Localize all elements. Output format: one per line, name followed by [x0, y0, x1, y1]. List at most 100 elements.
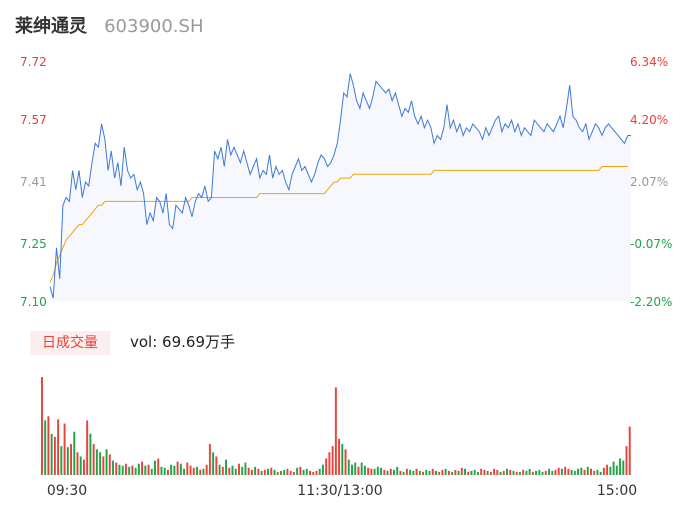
volume-bars — [41, 377, 631, 476]
volume-bar — [105, 449, 108, 476]
volume-bar — [318, 468, 321, 475]
volume-bar — [464, 468, 467, 475]
volume-bar — [250, 469, 253, 476]
volume-bar — [338, 438, 341, 475]
volume-bar — [431, 468, 434, 475]
volume-bar — [286, 468, 289, 475]
volume-readout: vol: 69.69万手 — [130, 333, 235, 351]
volume-bar — [309, 470, 311, 475]
volume-bar — [166, 469, 169, 476]
volume-bar — [60, 446, 63, 475]
time-tick-label: 09:30 — [47, 483, 87, 499]
volume-bar — [454, 469, 457, 476]
volume-bar — [476, 471, 479, 475]
volume-bar — [480, 468, 483, 475]
volume-bar — [131, 465, 134, 475]
volume-bar — [428, 470, 431, 475]
volume-bar — [467, 471, 470, 475]
volume-bar — [199, 469, 202, 476]
volume-bar — [41, 377, 43, 475]
volume-bar — [79, 456, 82, 475]
volume-bar — [351, 464, 353, 475]
volume-bar — [144, 465, 147, 475]
volume-bar — [331, 446, 334, 475]
volume-bar — [212, 452, 215, 475]
volume-bar — [535, 470, 538, 475]
volume-bar — [118, 464, 121, 475]
volume-bar — [238, 463, 240, 475]
volume-bar — [622, 460, 625, 475]
volume-bar — [112, 460, 114, 475]
volume-bar — [189, 465, 192, 475]
volume-bar — [435, 470, 437, 475]
volume-bar — [422, 471, 425, 475]
volume-bar — [192, 467, 195, 475]
volume-bar — [47, 416, 50, 475]
volume-bar — [522, 469, 525, 476]
volume-bar — [548, 468, 550, 475]
volume-bar — [438, 471, 441, 475]
percent-axis-labels: 6.34% 4.20% 2.07% -0.07% -2.20% — [630, 55, 672, 309]
volume-bar — [554, 469, 557, 476]
volume-bar — [279, 470, 282, 475]
volume-badge[interactable]: 日成交量 — [30, 331, 110, 355]
volume-bar — [163, 467, 166, 475]
volume-bar — [577, 468, 580, 475]
volume-bar — [386, 470, 389, 475]
volume-bar — [228, 467, 231, 475]
volume-bar — [196, 466, 198, 475]
volume-bar — [92, 444, 95, 475]
volume-bar — [315, 470, 318, 475]
volume-bar — [399, 470, 402, 475]
stock-name: 莱绅通灵 — [15, 16, 87, 37]
volume-bar — [625, 446, 628, 475]
volume-bar — [263, 469, 266, 476]
volume-bar — [89, 433, 92, 475]
volume-bar — [170, 464, 173, 475]
volume-bar — [580, 467, 583, 475]
percent-tick-label: -2.20% — [630, 295, 672, 309]
volume-bar — [506, 468, 508, 475]
volume-bar — [489, 471, 492, 475]
volume-bar — [515, 471, 518, 475]
volume-bar — [276, 471, 279, 475]
volume-bar — [441, 469, 444, 476]
volume-bar — [134, 467, 137, 475]
volume-bar — [50, 433, 53, 475]
price-tick-label: 7.57 — [20, 113, 47, 127]
volume-bar — [154, 460, 156, 475]
volume-bar — [76, 452, 79, 475]
volume-bar — [360, 462, 363, 475]
volume-bar — [609, 466, 612, 475]
volume-bar — [612, 461, 615, 475]
volume-bar — [344, 449, 347, 476]
volume-bar — [389, 468, 392, 475]
time-tick-label: 11:30/13:00 — [297, 483, 382, 499]
percent-tick-label: 2.07% — [630, 175, 668, 189]
volume-bar — [367, 467, 370, 475]
volume-bar — [57, 419, 60, 475]
volume-bar — [225, 459, 228, 475]
volume-bar — [137, 463, 140, 475]
volume-bar — [412, 470, 415, 475]
volume-bar — [405, 468, 408, 475]
volume-bar — [205, 464, 208, 475]
volume-bar — [518, 471, 521, 475]
volume-bar — [82, 459, 85, 475]
volume-bar — [66, 447, 69, 475]
volume-bar — [457, 470, 460, 475]
percent-tick-label: -0.07% — [630, 237, 672, 251]
volume-bar — [115, 462, 118, 475]
volume-bar — [160, 466, 163, 475]
volume-bar — [321, 464, 324, 475]
volume-bar — [567, 468, 570, 475]
volume-bar — [218, 464, 221, 475]
volume-bar — [108, 454, 111, 475]
volume-bar — [425, 469, 428, 476]
volume-bar — [402, 471, 405, 475]
volume-bar — [179, 463, 182, 475]
volume-bar — [102, 456, 105, 475]
volume-bar — [325, 458, 328, 475]
volume-bar — [551, 470, 554, 475]
